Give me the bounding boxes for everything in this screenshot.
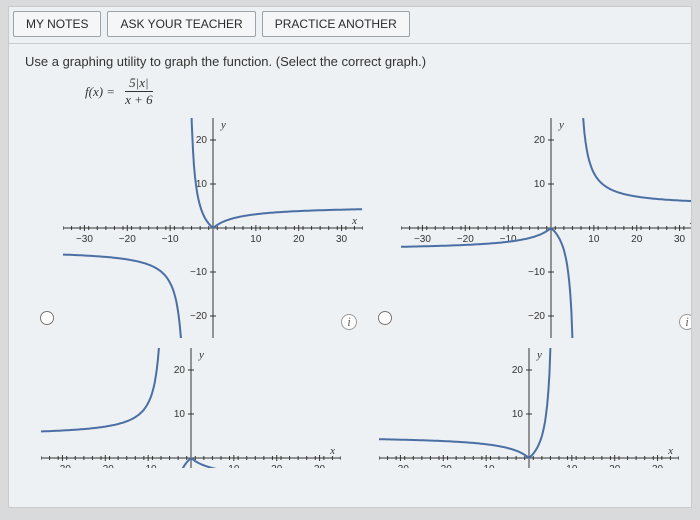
practice-another-button[interactable]: PRACTICE ANOTHER	[262, 11, 410, 37]
svg-text:30: 30	[314, 464, 326, 468]
svg-text:10: 10	[174, 409, 186, 420]
svg-text:y: y	[536, 349, 542, 361]
option-b-chart: −30−20−10102030−20−101020xy	[401, 118, 692, 338]
svg-text:−10: −10	[140, 464, 157, 468]
svg-text:10: 10	[250, 234, 262, 245]
option-c-chart: −30−20−10102030−20−101020xy	[41, 348, 363, 468]
svg-text:10: 10	[228, 464, 240, 468]
svg-text:x: x	[689, 215, 692, 227]
svg-text:−20: −20	[528, 311, 545, 322]
option-b-radio[interactable]	[378, 311, 392, 325]
svg-text:30: 30	[652, 464, 664, 468]
svg-text:20: 20	[512, 365, 524, 376]
svg-text:20: 20	[609, 464, 621, 468]
svg-text:−10: −10	[162, 234, 179, 245]
svg-text:−10: −10	[478, 464, 495, 468]
svg-text:x: x	[351, 215, 357, 227]
info-icon[interactable]: i	[679, 314, 692, 330]
svg-text:10: 10	[512, 409, 524, 420]
question-page: MY NOTES ASK YOUR TEACHER PRACTICE ANOTH…	[8, 6, 692, 508]
formula-numerator: 5|x|	[125, 75, 152, 92]
formula-lhs: f(x) =	[85, 84, 115, 100]
svg-text:20: 20	[631, 234, 643, 245]
svg-text:10: 10	[534, 179, 546, 190]
svg-text:10: 10	[196, 179, 208, 190]
svg-text:20: 20	[271, 464, 283, 468]
svg-text:−30: −30	[414, 234, 431, 245]
formula-denominator: x + 6	[121, 92, 157, 108]
button-row: MY NOTES ASK YOUR TEACHER PRACTICE ANOTH…	[9, 7, 691, 43]
svg-text:20: 20	[293, 234, 305, 245]
svg-text:−20: −20	[119, 234, 136, 245]
ask-teacher-button[interactable]: ASK YOUR TEACHER	[107, 11, 255, 37]
option-a-radio[interactable]	[40, 311, 54, 325]
question-body: Use a graphing utility to graph the func…	[9, 43, 691, 472]
chart-grid: −30 −20 −10 10 20 30 −20 −10 10 20 x y i −30 −20 −10 1…	[25, 118, 675, 468]
option-a-chart: −30 −20 −10 10 20 30 −20 −10 10 20 x y	[63, 118, 363, 338]
option-c-cell: −30−20−10102030−20−101020xy	[35, 348, 363, 468]
svg-text:30: 30	[336, 234, 348, 245]
svg-text:x: x	[329, 445, 335, 457]
svg-text:−10: −10	[528, 267, 545, 278]
svg-text:20: 20	[174, 365, 186, 376]
svg-text:x: x	[667, 445, 673, 457]
svg-text:y: y	[220, 119, 226, 131]
option-b-radio-wrap	[373, 118, 395, 328]
option-b-cell: −30−20−10102030−20−101020xy i	[373, 118, 692, 338]
info-icon[interactable]: i	[341, 314, 357, 330]
svg-text:−30: −30	[54, 464, 71, 468]
svg-text:−20: −20	[457, 234, 474, 245]
option-a-cell: −30 −20 −10 10 20 30 −20 −10 10 20 x y i	[35, 118, 363, 338]
my-notes-button[interactable]: MY NOTES	[13, 11, 101, 37]
option-d-chart: −30−20−10102030−20−101020xy	[379, 348, 692, 468]
svg-text:−20: −20	[435, 464, 452, 468]
option-d-cell: −30−20−10102030−20−101020xy	[373, 348, 692, 468]
svg-text:10: 10	[566, 464, 578, 468]
svg-text:−20: −20	[190, 311, 207, 322]
svg-text:10: 10	[588, 234, 600, 245]
function-formula: f(x) = 5|x| x + 6	[85, 75, 675, 108]
svg-text:30: 30	[674, 234, 686, 245]
svg-text:y: y	[558, 119, 564, 131]
option-a-radio-wrap	[35, 118, 57, 328]
svg-text:y: y	[198, 349, 204, 361]
question-prompt: Use a graphing utility to graph the func…	[25, 54, 675, 69]
svg-text:20: 20	[196, 135, 208, 146]
formula-fraction: 5|x| x + 6	[121, 75, 157, 108]
svg-text:−20: −20	[97, 464, 114, 468]
svg-text:−30: −30	[392, 464, 409, 468]
svg-text:20: 20	[534, 135, 546, 146]
svg-text:−30: −30	[76, 234, 93, 245]
svg-text:−10: −10	[190, 267, 207, 278]
